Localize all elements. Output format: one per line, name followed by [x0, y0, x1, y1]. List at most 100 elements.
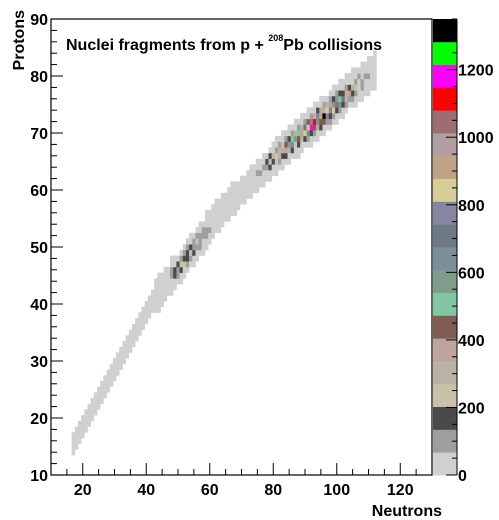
heatmap-cell: [182, 255, 187, 262]
heatmap-cell: [154, 284, 158, 291]
heatmap-cell: [135, 329, 139, 336]
heatmap-cell: [335, 107, 339, 114]
colorbar-swatch: [433, 110, 457, 134]
heatmap-cell: [265, 158, 269, 165]
heatmap-cell: [227, 209, 231, 216]
colorbar-swatch: [433, 87, 457, 111]
heatmap-cell: [160, 278, 165, 285]
heatmap-cell: [287, 158, 292, 165]
heatmap-cell: [135, 318, 139, 325]
heatmap-cell: [144, 306, 149, 313]
heatmap-cell: [163, 295, 168, 302]
heatmap-cell: [316, 113, 320, 120]
heatmap-cell: [290, 130, 295, 137]
heatmap-cell: [74, 443, 79, 450]
heatmap-cell: [81, 432, 85, 439]
heatmap-cell: [366, 90, 371, 97]
heatmap-cell: [233, 198, 238, 205]
heatmap-cell: [335, 95, 339, 102]
heatmap-cell: [366, 73, 371, 80]
heatmap-cell: [217, 227, 222, 234]
heatmap-cell: [166, 278, 171, 285]
heatmap-cell: [141, 323, 145, 330]
heatmap-cell: [173, 266, 177, 273]
heatmap-cell: [147, 306, 152, 313]
heatmap-cell: [119, 352, 123, 359]
heatmap-cell: [300, 113, 304, 120]
heatmap-cell: [103, 375, 107, 382]
heatmap-cell: [182, 244, 187, 251]
heatmap-cell: [338, 78, 342, 85]
heatmap-cell: [192, 255, 196, 262]
heatmap-cell: [77, 426, 82, 433]
heatmap-cell: [176, 261, 180, 268]
heatmap-cell: [116, 352, 120, 359]
heatmap-cell: [147, 295, 152, 302]
heatmap-cell: [284, 158, 288, 165]
heatmap-cell: [331, 107, 336, 114]
heatmap-cell: [103, 386, 107, 393]
y-tick-label: 50: [30, 240, 48, 257]
heatmap-cell: [290, 124, 295, 131]
heatmap-cell: [109, 380, 114, 387]
heatmap-cell: [227, 198, 231, 205]
heatmap-cell: [271, 141, 276, 148]
heatmap-cell: [287, 135, 292, 142]
heatmap-cell: [328, 101, 333, 108]
heatmap-cell: [281, 158, 285, 165]
heatmap-cell: [347, 95, 352, 102]
heatmap-cell: [274, 135, 279, 142]
heatmap-cell: [112, 358, 117, 365]
heatmap-cell: [284, 135, 288, 142]
heatmap-cell: [328, 95, 333, 102]
heatmap-cell: [217, 215, 222, 222]
colorbar-swatch: [433, 292, 457, 316]
heatmap-cell: [246, 170, 250, 177]
heatmap-cell: [249, 187, 253, 194]
heatmap-cell: [351, 73, 355, 80]
heatmap-cell: [163, 266, 168, 273]
heatmap-cell: [192, 249, 196, 256]
colorbar-swatch: [433, 429, 457, 453]
heatmap-cell: [224, 204, 228, 211]
heatmap-cell: [151, 306, 155, 313]
heatmap-cell: [335, 84, 339, 91]
heatmap-cell: [182, 266, 187, 273]
heatmap-cell: [344, 95, 349, 102]
heatmap-cell: [265, 170, 269, 177]
colorbar: [433, 19, 457, 476]
heatmap-cell: [204, 215, 209, 222]
heatmap-cell: [160, 284, 165, 291]
heatmap-cell: [335, 90, 339, 97]
heatmap-cell: [316, 101, 320, 108]
heatmap-cell: [284, 147, 288, 154]
heatmap-cell: [344, 90, 349, 97]
heatmap-cell: [198, 244, 203, 251]
heatmap-cell: [84, 415, 88, 422]
heatmap-cell: [354, 67, 358, 74]
heatmap-cell: [230, 198, 234, 205]
heatmap-cell: [157, 284, 161, 291]
heatmap-cell: [258, 181, 263, 188]
heatmap-cell: [300, 124, 304, 131]
heatmap-cell: [233, 204, 238, 211]
heatmap-cell: [179, 249, 184, 256]
heatmap-cell: [176, 255, 180, 262]
heatmap-cell: [312, 118, 317, 125]
heatmap-cell: [373, 67, 377, 74]
colorbar-tick-label: 400: [458, 333, 485, 350]
heatmap-cell: [300, 130, 304, 137]
heatmap-cell: [87, 415, 91, 422]
heatmap-cell: [373, 84, 377, 91]
heatmap-cell: [131, 341, 136, 348]
heatmap-cell: [351, 90, 355, 97]
heatmap-cell: [74, 426, 79, 433]
heatmap-cell: [204, 238, 209, 245]
heatmap-cell: [208, 227, 212, 234]
heatmap-cell: [347, 101, 352, 108]
heatmap-cell: [185, 261, 190, 268]
heatmap-cell: [185, 255, 190, 262]
heatmap-cell: [230, 204, 234, 211]
heatmap-cell: [309, 113, 314, 120]
heatmap-cell: [173, 272, 177, 279]
